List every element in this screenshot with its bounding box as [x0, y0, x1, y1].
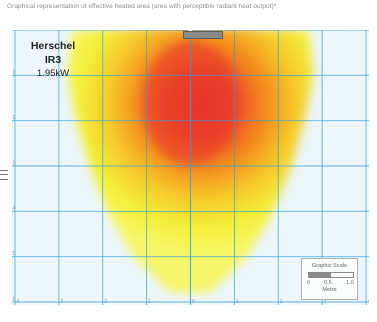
y-tick-label-6: 6 [13, 297, 16, 303]
x-tick-label-7: 3 [324, 299, 327, 305]
scale-bar [308, 272, 354, 278]
y-tick-label-0: 0 [13, 30, 16, 31]
scale-bar-fill [309, 273, 331, 277]
x-tick-label-0: 4 [17, 299, 20, 305]
chart-title: Graphical representation of effective he… [7, 3, 277, 10]
y-tick-label-1: 1 [13, 70, 16, 76]
x-tick-label-3: 1 [148, 299, 151, 305]
x-tick-label-6: 2 [280, 299, 283, 305]
scale-title: Graphic Scale [311, 263, 348, 269]
product-power: 1.95kW [36, 68, 70, 79]
x-tick-label-5: 1 [236, 299, 239, 305]
x-tick-label-1: 3 [60, 299, 63, 305]
product-label: Herschel IR3 1.95kW [22, 39, 84, 81]
plot-area: 4 3 2 1 0 1 2 3 4 0 1 2 3 4 5 6 [12, 30, 369, 305]
graphic-scale: Graphic Scale 0 0.5 1.0 Metre [301, 258, 358, 300]
y-tick-label-3: 3 [13, 161, 16, 167]
x-tick-label-8: 4 [368, 299, 370, 305]
y-tick-label-4: 4 [13, 206, 16, 212]
y-tick-label-2: 2 [13, 115, 16, 121]
x-tick-label-4: 0 [192, 299, 195, 305]
wall-marker [0, 170, 8, 180]
product-name: Herschel IR3 [30, 40, 76, 66]
heat-map-svg: 4 3 2 1 0 1 2 3 4 0 1 2 3 4 5 6 [12, 30, 369, 305]
heater-unit-marker [183, 31, 223, 39]
scale-tick-1: 0.5 [324, 280, 332, 286]
x-tick-label-2: 2 [104, 299, 107, 305]
scale-tick-0: 0 [307, 280, 311, 286]
y-tick-label-5: 5 [13, 251, 16, 257]
scale-tick-2: 1.0 [346, 280, 354, 286]
scale-unit: Metre [322, 287, 337, 293]
